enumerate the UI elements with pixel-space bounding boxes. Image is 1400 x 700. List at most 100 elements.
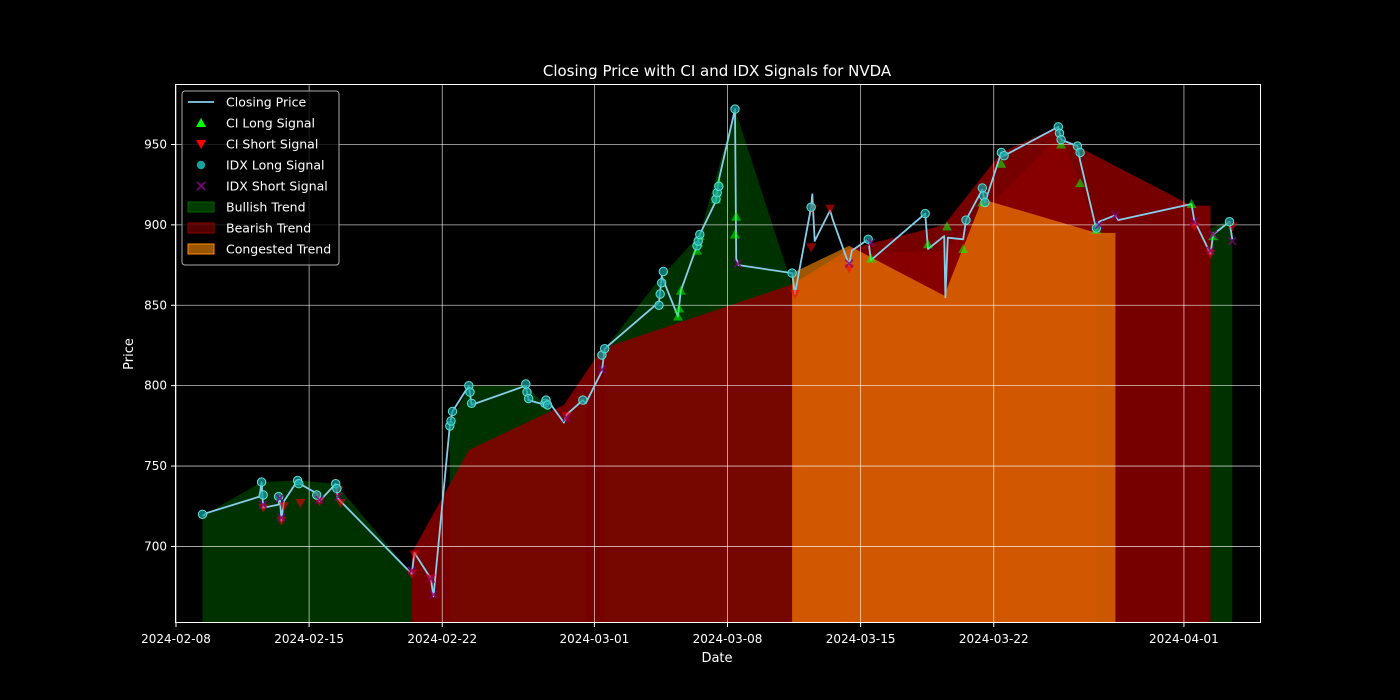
ci-long-marker-14 (958, 244, 969, 253)
legend-swatch-congested-trend (187, 243, 215, 255)
legend-swatch-ci-long-signal (196, 118, 206, 127)
ci-long-marker-18 (1075, 178, 1086, 188)
y-tick-label-950: 950 (144, 137, 167, 151)
ci-long-marker-0 (673, 311, 683, 321)
legend-label-idx-long-signal: IDX Long Signal (226, 158, 324, 173)
idx-long-marker-47 (1056, 135, 1066, 145)
ci-long-marker-1 (674, 303, 685, 313)
ci-short-marker-2 (278, 502, 289, 512)
idx-long-marker-39 (961, 215, 971, 225)
idx-short-marker-4 (334, 492, 343, 501)
x-tick-label-2024-03-22: 2024-03-22 (959, 632, 1029, 646)
trend-area-bullish-trend-6 (1210, 220, 1233, 622)
ci-long-marker-13 (942, 221, 952, 231)
legend-swatch-idx-short-signal (196, 181, 206, 191)
idx-long-marker-35 (787, 268, 797, 278)
ci-short-marker-12 (789, 290, 800, 299)
legend-swatch-bullish-trend (187, 201, 215, 213)
idx-long-marker-1 (256, 477, 267, 487)
idx-long-marker-15 (521, 379, 531, 389)
legend-label-bearish-trend: Bearish Trend (226, 221, 311, 236)
legend-label-bullish-trend: Bullish Trend (226, 200, 306, 215)
idx-long-marker-24 (654, 300, 664, 310)
x-tick-label-2024-04-01: 2024-04-01 (1149, 632, 1219, 646)
idx-short-marker-10 (733, 259, 743, 268)
idx-long-marker-27 (658, 266, 668, 277)
idx-long-marker-42 (980, 197, 990, 208)
x-tick-label-2024-03-01: 2024-03-01 (560, 632, 630, 646)
idx-long-marker-51 (1224, 217, 1235, 227)
idx-long-marker-44 (999, 151, 1009, 161)
legend: Closing Price CI Long Signal CI Short Sign… (181, 90, 340, 266)
y-tick-label-750: 750 (144, 459, 167, 473)
idx-long-marker-34 (730, 104, 740, 114)
idx-long-marker-26 (657, 278, 667, 288)
ci-long-marker-20 (1186, 199, 1197, 208)
idx-short-marker-3 (315, 495, 324, 505)
x-axis: 2024-02-08 2024-02-15 2024-02-22 2024-03-01… (141, 622, 1219, 646)
idx-short-marker-7 (429, 590, 438, 600)
ci-short-marker-3 (295, 499, 306, 508)
ci-short-marker-9 (409, 550, 420, 560)
idx-long-marker-40 (977, 183, 987, 193)
idx-short-marker-2 (277, 513, 286, 522)
idx-short-marker-17 (1208, 230, 1218, 239)
ci-short-marker-7 (335, 499, 346, 508)
ci-long-marker-2 (675, 285, 686, 295)
plot-frame (175, 84, 1261, 623)
idx-long-marker-38 (920, 208, 930, 219)
idx-short-marker-9 (597, 365, 607, 374)
idx-long-marker-49 (1075, 147, 1085, 158)
ci-long-marker-16 (996, 158, 1007, 168)
ci-long-marker-12 (923, 239, 933, 249)
legend-label-congested-trend: Congested Trend (226, 242, 331, 257)
y-tick-label-800: 800 (144, 379, 167, 393)
idx-long-marker-25 (655, 289, 665, 299)
idx-short-marker-16 (1206, 246, 1215, 255)
idx-long-marker-11 (447, 406, 458, 417)
idx-short-marker-11 (844, 259, 854, 268)
grid (175, 85, 1260, 622)
x-axis-label: Date (701, 651, 732, 666)
legend-box (181, 90, 340, 266)
idx-short-marker-12 (866, 238, 876, 247)
idx-long-marker-36 (806, 202, 816, 212)
idx-short-marker-0 (258, 500, 268, 509)
y-tick-label-850: 850 (144, 298, 167, 312)
idx-long-marker-8 (332, 483, 342, 494)
idx-short-marker-5 (407, 566, 417, 575)
legend-swatch-idx-long-signal (196, 160, 206, 170)
y-axis: 700 750 800 850 900 950 (144, 137, 176, 553)
idx-long-marker-2 (258, 490, 268, 500)
legend-label-ci-long-signal: CI Long Signal (226, 116, 315, 131)
idx-short-marker-18 (1227, 236, 1237, 246)
y-tick-label-900: 900 (144, 218, 167, 232)
x-tick-label-2024-03-15: 2024-03-15 (826, 632, 896, 646)
legend-label-idx-short-signal: IDX Short Signal (226, 179, 328, 194)
idx-long-marker-6 (312, 490, 322, 500)
idx-long-marker-5 (294, 479, 304, 489)
idx-short-marker-1 (275, 493, 285, 503)
idx-short-marker-8 (562, 413, 572, 423)
legend-label-closing-price: Closing Price (226, 95, 306, 110)
legend-swatch-bearish-trend (187, 222, 215, 234)
trend-area-bullish-trend-0 (202, 480, 412, 622)
ci-long-marker-11 (865, 253, 876, 263)
idx-long-marker-23 (600, 344, 610, 354)
idx-long-marker-20 (542, 400, 553, 410)
idx-long-marker-14 (466, 398, 477, 408)
signal-markers (197, 104, 1238, 600)
ci-long-marker-9 (730, 229, 740, 239)
x-tick-label-2024-02-22: 2024-02-22 (407, 632, 477, 646)
idx-short-marker-6 (426, 574, 436, 583)
idx-long-marker-33 (714, 181, 724, 192)
y-axis-label: Price (122, 338, 137, 370)
idx-long-marker-13 (465, 387, 475, 397)
idx-long-marker-17 (523, 393, 534, 404)
legend-swatch-ci-short-signal (196, 140, 206, 149)
y-tick-label-700: 700 (144, 539, 167, 553)
x-tick-label-2024-03-08: 2024-03-08 (693, 632, 763, 646)
x-tick-label-2024-02-15: 2024-02-15 (274, 632, 344, 646)
ci-long-marker-10 (731, 211, 742, 221)
